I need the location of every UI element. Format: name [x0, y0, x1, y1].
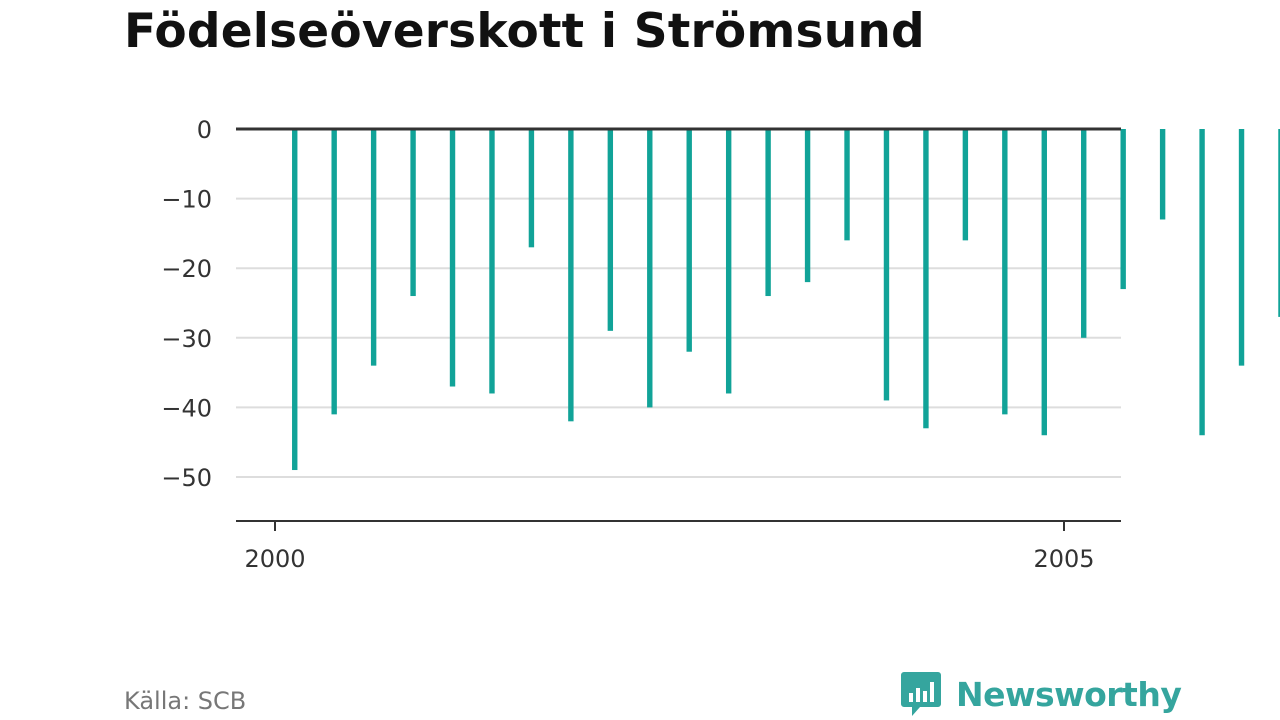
y-axis-tick-labels: 0 −10 −20 −30 −40 −50: [161, 116, 212, 492]
bar: [1238, 129, 1245, 366]
bar: [844, 129, 850, 241]
y-tick-label: −50: [161, 464, 212, 492]
y-tick-label: 0: [197, 116, 212, 144]
bar: [292, 129, 298, 471]
bars: [292, 129, 1280, 471]
gridlines: [236, 197, 1121, 478]
bar: [410, 129, 416, 297]
bar: [765, 129, 771, 297]
bar: [449, 129, 456, 387]
bar: [804, 129, 811, 283]
bar: [725, 129, 732, 394]
y-tick-label: −30: [161, 325, 212, 353]
bar: [528, 129, 535, 248]
bar-chart-icon: [901, 672, 941, 716]
bar: [568, 129, 574, 422]
bar: [962, 129, 969, 241]
bar: [1120, 129, 1126, 290]
bar: [331, 129, 337, 415]
bar: [883, 129, 890, 401]
newsworthy-logo[interactable]: Newsworthy: [900, 670, 1182, 718]
bar: [923, 129, 929, 429]
y-tick-label: −40: [161, 394, 212, 422]
chart-title: Födelseöverskott i Strömsund: [124, 4, 925, 59]
brand-name: Newsworthy: [956, 674, 1182, 714]
bar: [1002, 129, 1008, 415]
bar: [647, 129, 653, 408]
bar: [489, 129, 495, 394]
source-label: Källa: SCB: [124, 687, 247, 715]
bar: [1081, 129, 1087, 338]
y-tick-label: −10: [161, 186, 212, 214]
bar: [607, 129, 614, 331]
bar: [1159, 129, 1166, 220]
bar: [370, 129, 377, 366]
bar: [1278, 129, 1280, 317]
y-tick-label: −20: [161, 255, 212, 283]
bar: [1041, 129, 1047, 436]
x-axis-ticks: 200020052010201520202025: [244, 521, 1095, 573]
bar: [1199, 129, 1205, 436]
x-tick-label: 2005: [1033, 545, 1094, 573]
bar: [686, 129, 692, 352]
x-tick-label: 2000: [244, 545, 305, 573]
